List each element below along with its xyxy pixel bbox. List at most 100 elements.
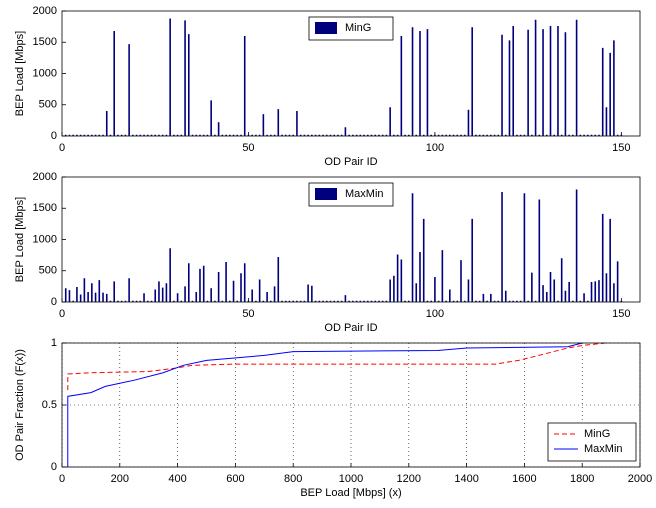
- bar: [400, 36, 403, 136]
- bar: [270, 300, 272, 302]
- bar: [79, 134, 82, 136]
- bar: [598, 134, 600, 136]
- bar: [467, 109, 470, 136]
- bar: [109, 300, 112, 302]
- bar: [94, 134, 97, 136]
- bar: [277, 109, 280, 136]
- bar: [572, 134, 574, 136]
- bar: [456, 134, 459, 136]
- y-tick-label: 500: [39, 265, 57, 277]
- bar: [542, 285, 544, 302]
- bar: [91, 283, 93, 302]
- bar: [616, 261, 619, 302]
- bar: [247, 300, 250, 302]
- x-tick-label: 150: [612, 142, 630, 154]
- bar: [415, 134, 418, 136]
- bar: [120, 300, 123, 302]
- bar: [139, 300, 142, 302]
- bar: [240, 273, 242, 302]
- bar: [161, 287, 164, 302]
- bar: [437, 134, 440, 136]
- y-tick-label: 2000: [33, 171, 57, 183]
- bar: [296, 300, 298, 302]
- bar: [352, 300, 354, 302]
- y-tick-label: 0: [51, 296, 57, 308]
- bar: [575, 19, 578, 136]
- bar: [225, 262, 227, 302]
- bar: [258, 134, 261, 136]
- bar: [325, 134, 328, 136]
- bar: [396, 254, 399, 302]
- bar: [258, 279, 261, 302]
- plot-frame: [61, 10, 641, 137]
- x-tick-label: 100: [426, 142, 444, 154]
- bar: [64, 288, 67, 302]
- bar: [169, 248, 171, 302]
- bar: [105, 293, 108, 302]
- bar: [187, 263, 190, 302]
- bar: [493, 300, 496, 302]
- bar: [329, 300, 332, 302]
- bar: [214, 300, 216, 302]
- bar: [538, 199, 541, 302]
- bar: [545, 134, 548, 136]
- bar: [538, 134, 541, 136]
- bar: [475, 134, 477, 136]
- bar: [415, 283, 418, 302]
- bar: [516, 300, 518, 302]
- x-tick-label: 0: [59, 142, 65, 154]
- bar: [210, 100, 212, 136]
- bar: [370, 300, 373, 302]
- bar: [109, 134, 112, 136]
- bar: [281, 300, 283, 302]
- y-tick-label: 1000: [33, 67, 57, 79]
- bar: [363, 300, 365, 302]
- bar: [199, 134, 201, 136]
- bar: [359, 300, 362, 302]
- bar: [68, 290, 71, 302]
- bar: [277, 257, 280, 302]
- bar: [135, 300, 138, 302]
- bar: [501, 34, 503, 136]
- bar: [292, 300, 294, 302]
- legend-label: MinG: [345, 22, 371, 34]
- bar: [579, 300, 582, 302]
- bar: [594, 134, 597, 136]
- x-tick-label: 100: [426, 308, 444, 320]
- bar: [195, 292, 198, 302]
- bar: [437, 300, 440, 302]
- bar: [560, 134, 563, 136]
- bar: [128, 278, 130, 302]
- x-tick-label: 150: [612, 308, 630, 320]
- bar: [165, 283, 168, 302]
- bar: [497, 300, 500, 302]
- bar: [430, 134, 432, 136]
- x-tick-label: 400: [168, 473, 186, 485]
- bar: [348, 300, 350, 302]
- bar: [519, 134, 522, 136]
- bar: [475, 300, 477, 302]
- bar: [613, 283, 615, 302]
- bar: [314, 134, 317, 136]
- bar: [516, 134, 518, 136]
- legend-swatch: [315, 22, 337, 34]
- y-tick-label: 500: [39, 99, 57, 111]
- bar: [191, 134, 194, 136]
- bar: [486, 300, 488, 302]
- bar: [217, 272, 220, 302]
- x-tick-label: 800: [284, 473, 302, 485]
- bar: [273, 134, 276, 136]
- bar: [105, 111, 108, 136]
- bar: [411, 27, 414, 136]
- bar: [161, 134, 164, 136]
- bar: [102, 292, 104, 302]
- bar: [158, 134, 160, 136]
- bar: [583, 134, 585, 136]
- cdf-line: [67, 342, 606, 391]
- bar: [594, 281, 597, 302]
- bar: [408, 134, 410, 136]
- bar: [173, 134, 175, 136]
- bar: [281, 134, 283, 136]
- bar: [243, 36, 246, 136]
- bar: [568, 134, 570, 136]
